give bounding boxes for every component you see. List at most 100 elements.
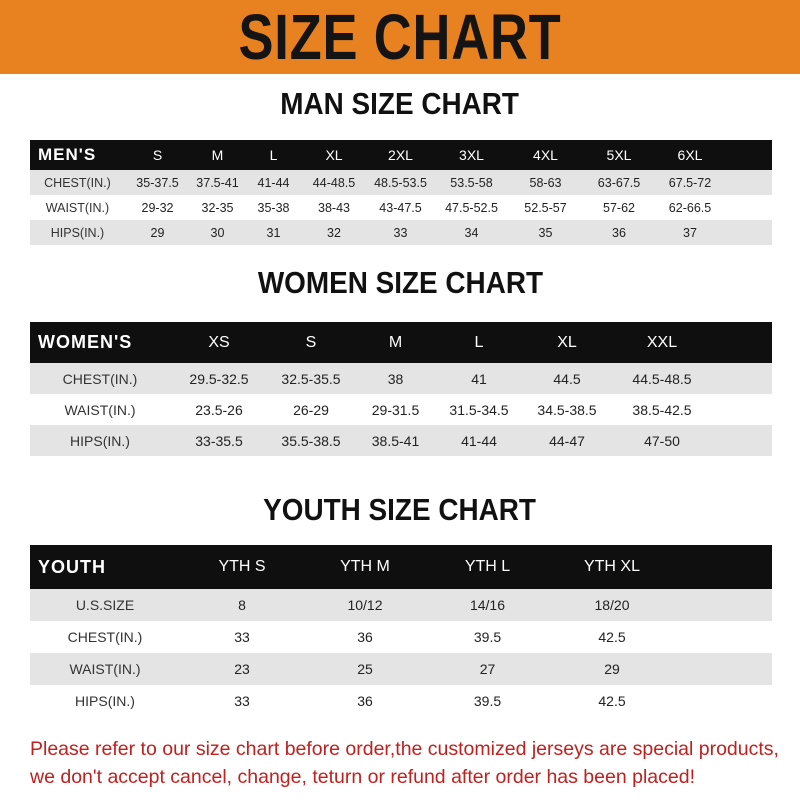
measurement-cell: 29-32 [141, 200, 174, 215]
table-row: CHEST(IN.) 35-37.5 37.5-41 41-44 44-48.5 48.5… [30, 170, 772, 195]
row-filler [675, 685, 772, 717]
row-filler [711, 394, 772, 425]
order-notice-line-1: Please refer to our size chart before or… [30, 738, 779, 760]
size-header: 6XL [677, 147, 703, 163]
men-header-row: MEN'S S M L XL 2XL 3XL 4XL 5XL 6XL [30, 140, 772, 170]
row-filler [725, 170, 772, 195]
measurement-cell: 29 [150, 225, 165, 240]
size-header: 2XL [388, 147, 413, 163]
row-filler [711, 425, 772, 456]
measurement-cell: 43-47.5 [379, 200, 422, 215]
measurement-cell: 29 [604, 661, 620, 677]
measurement-cell: 58-63 [529, 175, 562, 190]
order-notice-line-2: we don't accept cancel, change, teturn o… [30, 766, 695, 788]
size-header: S [305, 333, 317, 351]
measurement-cell: 29-31.5 [371, 401, 420, 418]
row-label: U.S.SIZE [75, 597, 135, 613]
order-notice: Please refer to our size chart before or… [30, 735, 790, 791]
measurement-cell: 34.5-38.5 [537, 401, 597, 418]
youth-header-row: YOUTH YTH S YTH M YTH L YTH XL [30, 545, 772, 589]
measurement-cell: 31 [266, 225, 281, 240]
size-header: M [388, 333, 403, 351]
measurement-cell: 32-35 [201, 200, 234, 215]
measurement-cell: 39.5 [473, 693, 502, 709]
size-header: M [211, 147, 224, 163]
measurement-cell: 33 [393, 225, 408, 240]
measurement-cell: 25 [357, 661, 373, 677]
measurement-cell: 35.5-38.5 [281, 432, 341, 449]
size-header: XL [557, 333, 577, 351]
measurement-cell: 41-44 [461, 432, 497, 449]
row-filler [675, 653, 772, 685]
youth-size-table: YOUTH YTH S YTH M YTH L YTH XL U.S.SIZE 8 10/12… [30, 545, 772, 717]
size-header: YTH M [340, 558, 390, 575]
measurement-cell: 44.5 [553, 370, 581, 387]
size-header: L [269, 147, 278, 163]
header-filler [711, 322, 772, 363]
measurement-cell: 44-48.5 [312, 175, 356, 190]
measurement-cell: 31.5-34.5 [449, 401, 509, 418]
size-header: XL [325, 147, 343, 163]
measurement-cell: 41-44 [257, 175, 290, 190]
measurement-cell: 38.5-41 [371, 432, 420, 449]
banner-title: SIZE CHART [238, 1, 562, 73]
measurement-cell: 42.5 [598, 693, 626, 709]
size-header: YTH XL [583, 558, 640, 575]
measurement-cell: 23 [234, 661, 250, 677]
header-filler [725, 140, 772, 170]
youth-corner-label: YOUTH [38, 556, 106, 577]
row-label: CHEST(IN.) [44, 175, 111, 190]
measurement-cell: 53.5-58 [450, 175, 493, 190]
measurement-cell: 32.5-35.5 [281, 370, 341, 387]
measurement-cell: 36 [357, 629, 373, 645]
size-header: XS [208, 333, 230, 351]
measurement-cell: 57-62 [603, 200, 635, 215]
measurement-cell: 27 [479, 661, 496, 677]
row-label: WAIST(IN.) [64, 401, 136, 418]
size-header: L [474, 333, 484, 351]
measurement-cell: 32 [327, 225, 341, 240]
table-row: CHEST(IN.) 29.5-32.5 32.5-35.5 38 41 44.5 44.5… [30, 363, 772, 394]
measurement-cell: 23.5-26 [195, 401, 243, 418]
measurement-cell: 35-38 [257, 200, 290, 215]
measurement-cell: 8 [238, 597, 246, 613]
measurement-cell: 63-67.5 [597, 175, 641, 190]
measurement-cell: 44-47 [549, 432, 585, 449]
measurement-cell: 30 [210, 225, 225, 240]
size-header: YTH S [218, 558, 266, 575]
row-filler [711, 363, 772, 394]
table-row: WAIST(IN.) 23 25 27 29 [30, 653, 772, 685]
measurement-cell: 37.5-41 [196, 175, 239, 190]
size-header: 4XL [533, 147, 558, 163]
measurement-cell: 18/20 [594, 597, 630, 613]
measurement-cell: 52.5-57 [524, 200, 567, 215]
measurement-cell: 47-50 [644, 432, 680, 449]
measurement-cell: 35-37.5 [136, 175, 179, 190]
measurement-cell: 38 [387, 370, 404, 387]
measurement-cell: 41 [471, 370, 487, 387]
measurement-cell: 36 [357, 693, 373, 709]
table-row: HIPS(IN.) 29 30 31 32 33 34 35 36 37 [30, 220, 772, 245]
measurement-cell: 14/16 [469, 597, 506, 613]
row-label: CHEST(IN.) [62, 370, 138, 387]
measurement-cell: 44.5-48.5 [632, 370, 692, 387]
men-size-table: MEN'S S M L XL 2XL 3XL 4XL 5XL 6XL CHEST(IN.) 35-37… [30, 140, 772, 245]
table-row: U.S.SIZE 8 10/12 14/16 18/20 [30, 589, 772, 621]
measurement-cell: 33 [234, 629, 250, 645]
women-corner-label: WOMEN'S [38, 332, 133, 352]
measurement-cell: 26-29 [293, 401, 329, 418]
measurement-cell: 34 [464, 225, 479, 240]
measurement-cell: 39.5 [473, 629, 502, 645]
youth-section-title: YOUTH SIZE CHART [263, 492, 537, 527]
measurement-cell: 47.5-52.5 [445, 200, 498, 215]
row-filler [675, 621, 772, 653]
row-label: HIPS(IN.) [75, 693, 135, 709]
header-filler [675, 545, 772, 589]
women-section-title: WOMEN SIZE CHART [257, 265, 543, 300]
table-row: CHEST(IN.) 33 36 39.5 42.5 [30, 621, 772, 653]
measurement-cell: 42.5 [598, 629, 626, 645]
measurement-cell: 29.5-32.5 [189, 370, 249, 387]
size-chart-banner: SIZE CHART [0, 0, 800, 74]
women-header-row: WOMEN'S XS S M L XL XXL [30, 322, 772, 363]
measurement-cell: 35 [538, 225, 553, 240]
